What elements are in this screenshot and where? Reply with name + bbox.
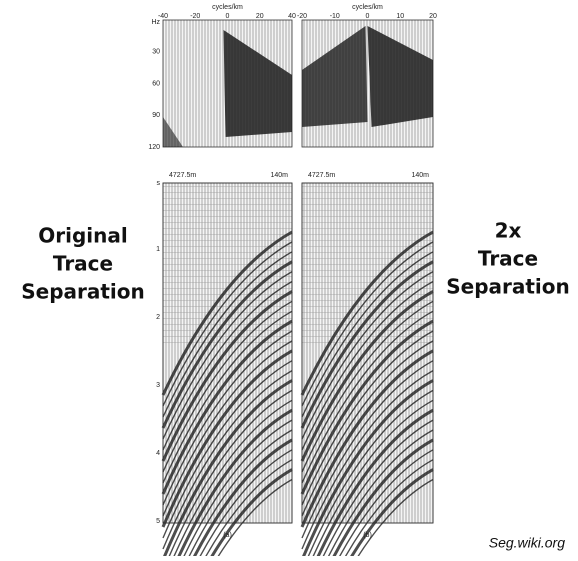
reflection <box>161 319 293 495</box>
x-tick-label: 20 <box>256 13 264 20</box>
reflections <box>161 230 293 561</box>
x-tick-label: 0 <box>226 13 230 20</box>
reflection <box>162 280 293 451</box>
section-frame <box>301 182 434 524</box>
reflection <box>336 449 434 561</box>
fk-energy <box>302 26 368 127</box>
reflection <box>161 260 293 429</box>
reflection <box>347 468 434 561</box>
panel-title: 2x <box>495 219 522 243</box>
y-tick-label: 90 <box>152 112 160 119</box>
reflections <box>300 230 434 561</box>
reflection <box>162 310 293 484</box>
reflection <box>329 438 434 561</box>
reflection <box>301 241 434 407</box>
reflection <box>161 290 293 462</box>
x-tick-label: 10 <box>396 13 404 20</box>
offset-label: 4727.5m <box>308 172 335 179</box>
reflection <box>162 300 293 473</box>
y-tick-label: 60 <box>152 80 160 87</box>
reflection <box>300 349 434 528</box>
reflection <box>190 438 293 561</box>
reflection <box>300 379 434 561</box>
reflection <box>161 349 293 528</box>
reflection <box>305 389 434 561</box>
panel-title: Separation <box>446 275 570 299</box>
reflection <box>196 449 293 561</box>
fk-alias <box>163 117 183 147</box>
reflection <box>162 360 293 539</box>
reflection <box>301 369 434 550</box>
x-tick-label: -20 <box>297 13 307 20</box>
reflection <box>301 360 434 539</box>
x-tick-label: -40 <box>158 13 168 20</box>
y-tick-label: 1 <box>156 246 160 253</box>
reflection <box>301 251 434 418</box>
reflection <box>301 310 434 484</box>
reflection <box>162 369 293 550</box>
x-tick-label: 0 <box>366 13 370 20</box>
reflection <box>354 478 434 561</box>
reflection <box>301 340 434 517</box>
reflection <box>166 389 293 561</box>
reflection <box>214 478 293 561</box>
reflection <box>342 459 434 561</box>
x-axis-label: cycles/km <box>212 4 243 11</box>
panel-title: Trace <box>478 247 538 271</box>
reflection <box>162 330 293 506</box>
panel-title: Trace <box>53 252 113 276</box>
reflection <box>300 290 434 462</box>
reflection <box>310 399 434 561</box>
panels <box>161 19 434 561</box>
watermark: Seg.wiki.org <box>489 535 565 551</box>
reflection <box>161 230 293 396</box>
reflection <box>207 468 293 561</box>
panel-title: Separation <box>21 280 145 304</box>
reflection <box>300 319 434 495</box>
fk-energy <box>223 30 292 137</box>
y-tick-label: 120 <box>148 144 160 151</box>
reflection <box>300 230 434 396</box>
offset-label: 140m <box>270 172 288 179</box>
y-tick-label: 2 <box>156 314 160 321</box>
reflection <box>162 270 293 440</box>
offset-label: 140m <box>411 172 429 179</box>
reflection <box>162 251 293 418</box>
reflection <box>202 459 293 561</box>
reflection <box>301 300 434 473</box>
y-tick-label: 4 <box>156 450 160 457</box>
reflection <box>301 270 434 440</box>
offset-label: 4727.5m <box>169 172 196 179</box>
y-axis-label: Hz <box>151 19 160 26</box>
x-tick-label: 20 <box>429 13 437 20</box>
section-frame <box>162 182 293 524</box>
reflection <box>325 429 434 561</box>
x-tick-label: -20 <box>190 13 200 20</box>
reflection <box>161 379 293 561</box>
y-axis-unit: s <box>157 180 161 187</box>
reflection <box>162 340 293 517</box>
caption: (b) <box>363 532 372 539</box>
reflection <box>181 419 293 561</box>
x-axis-label: cycles/km <box>352 4 383 11</box>
x-tick-label: -10 <box>330 13 340 20</box>
reflection <box>301 280 434 451</box>
reflection <box>301 330 434 506</box>
reflection <box>186 429 293 561</box>
reflection <box>171 399 293 561</box>
fk-energy <box>367 26 433 127</box>
y-tick-label: 5 <box>156 518 160 525</box>
reflection <box>300 260 434 429</box>
reflection <box>320 419 434 561</box>
panel-title: Original <box>38 224 127 248</box>
x-tick-label: 40 <box>288 13 296 20</box>
y-tick-label: 3 <box>156 382 160 389</box>
reflection <box>162 241 293 407</box>
y-tick-label: 30 <box>152 49 160 56</box>
caption: (a) <box>223 532 232 539</box>
